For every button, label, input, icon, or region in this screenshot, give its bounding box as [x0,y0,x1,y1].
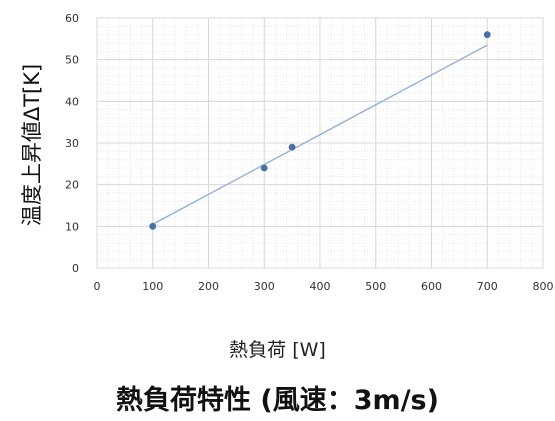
y-tick-label: 0 [72,262,79,275]
y-tick-label: 20 [65,179,79,192]
plot-area [96,17,544,269]
x-tick-label: 0 [94,280,101,293]
y-axis-label: 温度上昇値ΔT[K] [20,64,44,226]
data-points [149,31,491,230]
trendline-group [152,44,488,225]
trendline [152,44,488,225]
y-tick-label: 40 [65,95,79,108]
x-tick-label: 200 [198,280,219,293]
y-tick-label: 50 [65,54,79,67]
x-tick-label: 500 [365,280,386,293]
data-point [260,164,268,172]
y-tick-label: 30 [65,137,79,150]
y-tick-label: 60 [65,12,79,25]
data-point [288,143,296,151]
y-tick-label: 10 [65,220,79,233]
x-axis-label: 熱負荷 [W] [229,339,326,361]
y-axis-ticks: 0 10 20 30 40 50 60 [65,12,79,275]
chart-caption: 熱負荷特性 (風速：3m/s) [116,385,439,416]
data-point [483,31,491,39]
x-tick-label: 800 [533,280,554,293]
scatter-chart: 0 100 200 300 400 500 600 700 800 0102030405060 … [20,12,554,293]
x-tick-label: 700 [477,280,498,293]
x-tick-label: 400 [310,280,331,293]
x-tick-label: 100 [142,280,163,293]
x-axis-ticks: 0 100 200 300 400 500 600 700 800 [94,280,554,293]
data-point [149,222,157,230]
x-tick-label: 600 [421,280,442,293]
x-tick-label: 300 [254,280,275,293]
